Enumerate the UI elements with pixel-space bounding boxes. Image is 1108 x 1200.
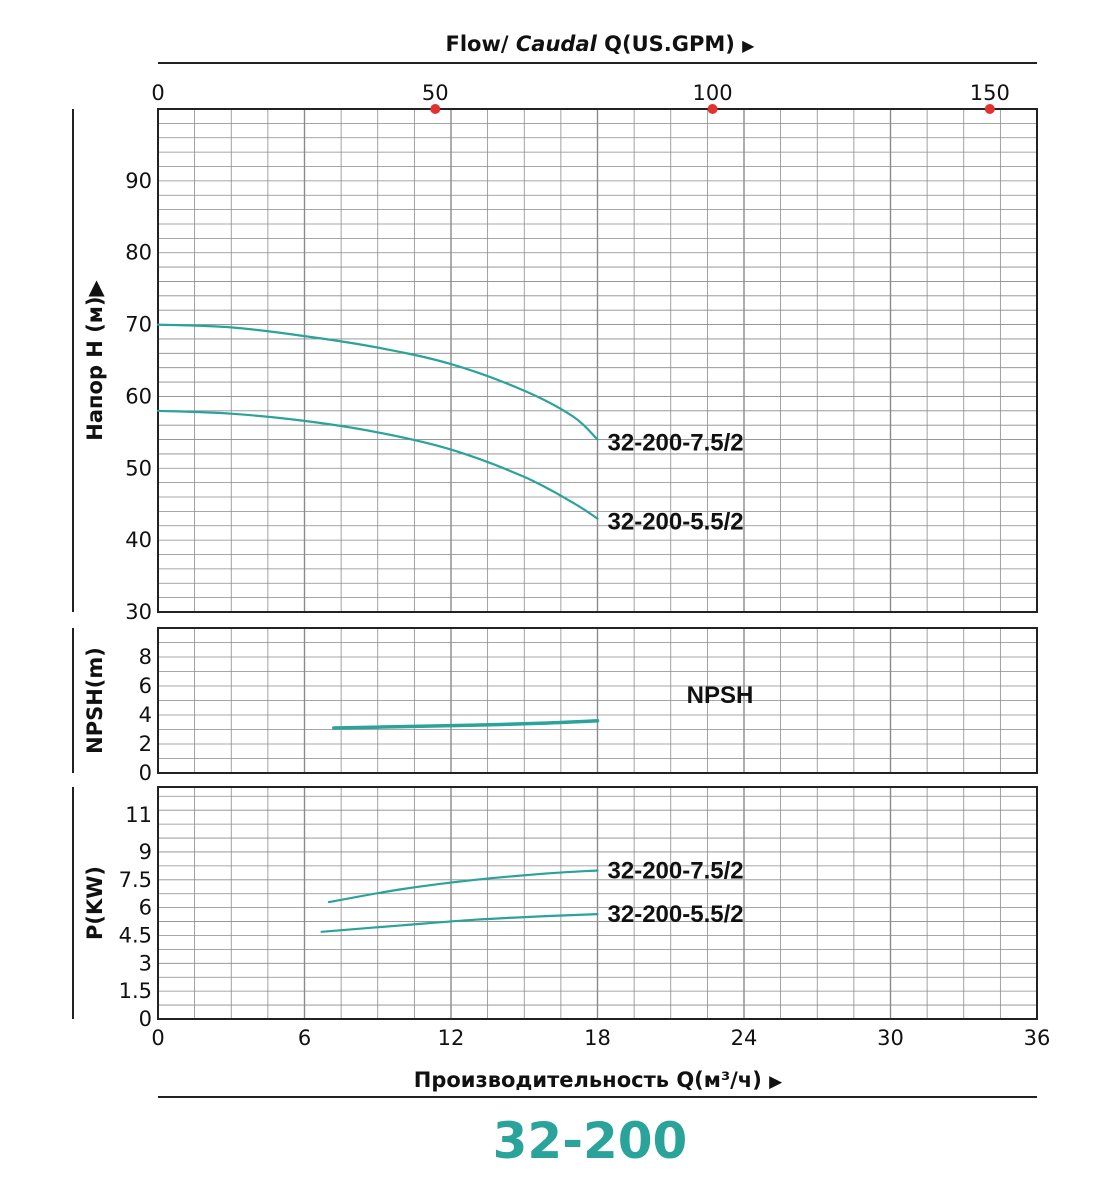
- y-tick-label: 1.5: [119, 979, 152, 1003]
- y-tick-label: 70: [125, 313, 152, 337]
- y-tick-label: 4: [139, 703, 152, 727]
- npsh-annotation: NPSH: [687, 682, 754, 709]
- y-tick-label: 7.5: [119, 868, 152, 892]
- y-tick-label: 0: [139, 1007, 152, 1031]
- head-curve-label: 32-200-7.5/2: [608, 430, 744, 457]
- head-panel: 30 40 50 60 70 80 90 Напор H (м)▶: [72, 108, 1038, 624]
- y-tick-label: 3: [139, 951, 152, 975]
- head-frame: [157, 108, 1038, 613]
- y-tick-label: 8: [139, 645, 152, 669]
- y-tick-label: 6: [139, 896, 152, 920]
- power-curve-1: [327, 869, 599, 904]
- npsh-y-axis-title: NPSH(m): [83, 647, 107, 754]
- npsh-frame: [157, 627, 1038, 774]
- npsh-panel: 0 2 4 6 8 NPSH(m): [72, 627, 1038, 785]
- y-tick-label: 4.5: [119, 923, 152, 947]
- model-title: 32-200: [493, 1112, 688, 1170]
- power-y-axis-title: P(KW): [83, 866, 107, 940]
- power-curve-2: [320, 913, 599, 933]
- y-tick-label: 90: [125, 169, 152, 193]
- head-y-axis-title: Напор H (м)▶: [83, 279, 107, 440]
- y-tick-label: 0: [139, 761, 152, 785]
- y-tick-label: 9: [139, 840, 152, 864]
- top-tick-label: 150: [970, 81, 1010, 105]
- head-curve-label: 32-200-5.5/2: [608, 509, 744, 536]
- y-tick-label: 11: [125, 803, 152, 827]
- gpm-marker: [707, 104, 718, 114]
- flow-m3h-label: Производительность Q(м³/ч): [414, 1068, 769, 1092]
- arrow-icon: ▶: [769, 1072, 783, 1092]
- top-tick-label: 0: [151, 81, 164, 105]
- y-tick-label: 40: [125, 528, 152, 552]
- gpm-marker: [984, 104, 995, 114]
- x-tick-label: 36: [1024, 1026, 1051, 1050]
- x-tick-label: 30: [877, 1026, 904, 1050]
- power-curve-label: 32-200-7.5/2: [608, 858, 744, 885]
- x-tick-label: 12: [438, 1026, 465, 1050]
- arrow-icon: ▶: [742, 36, 755, 55]
- head-curve-1: [156, 323, 599, 441]
- x-tick-label: 24: [731, 1026, 758, 1050]
- power-frame: [157, 786, 1038, 1020]
- x-tick-label: 18: [584, 1026, 611, 1050]
- power-curve-label: 32-200-5.5/2: [608, 901, 744, 928]
- y-tick-label: 50: [125, 456, 152, 480]
- npsh-curve: [332, 719, 600, 730]
- y-tick-label: 2: [139, 732, 152, 756]
- q-gpm-label: Q(US.GPM): [604, 32, 742, 56]
- power-panel: 0 1.5 3 4.5 6 7.5 9 11 P(KW): [72, 786, 1038, 1031]
- x-tick-label: 0: [151, 1026, 164, 1050]
- bottom-axis-title: Производительность Q(м³/ч) ▶: [414, 1068, 783, 1092]
- y-tick-label: 60: [125, 384, 152, 408]
- head-curve-2: [156, 409, 599, 520]
- top-axis-title: Flow/ Caudal Q(US.GPM) ▶: [446, 32, 756, 56]
- y-tick-label: 30: [125, 600, 152, 624]
- y-tick-label: 6: [139, 674, 152, 698]
- top-tick-label: 100: [693, 81, 733, 105]
- x-tick-label: 6: [298, 1026, 311, 1050]
- flow-label: Flow/: [446, 32, 516, 56]
- top-tick-label: 50: [422, 81, 449, 105]
- gpm-marker: [430, 104, 441, 114]
- y-tick-label: 80: [125, 241, 152, 265]
- caudal-label: Caudal: [516, 32, 604, 56]
